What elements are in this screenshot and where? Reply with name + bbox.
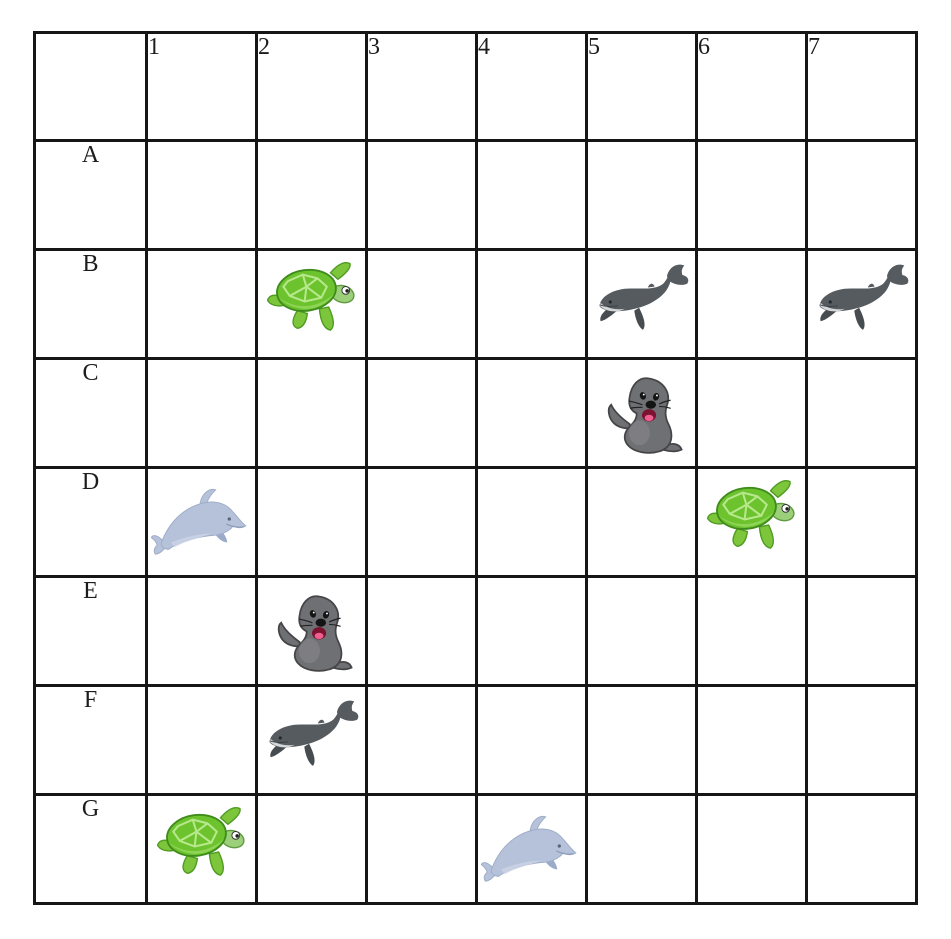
grid-cell-E7 [805,575,918,687]
grid-cell-B4 [475,248,588,360]
grid-cell-B6 [695,248,808,360]
grid-cell-C3 [365,357,478,469]
grid-cell-A6 [695,139,808,251]
grid-cell-G3 [365,793,478,905]
turtle-image [155,803,249,877]
whale-image [812,261,912,341]
grid-cell-D6 [695,466,808,578]
dolphin-image [151,483,253,559]
column-header-2: 2 [255,31,368,142]
grid-cell-F4 [475,684,588,796]
column-header-4: 4 [475,31,588,142]
grid-cell-F2 [255,684,368,796]
column-header-1: 1 [145,31,258,142]
column-header-6: 6 [695,31,808,142]
row-header-E: E [33,575,148,687]
grid-cell-C6 [695,357,808,469]
column-header-7: 7 [805,31,918,142]
row-header-D: D [33,466,148,578]
grid-cell-C2 [255,357,368,469]
grid-cell-B2 [255,248,368,360]
grid-cell-C7 [805,357,918,469]
grid-cell-D1 [145,466,258,578]
row-header-G: G [33,793,148,905]
column-header-5: 5 [585,31,698,142]
dolphin-image [481,810,583,886]
grid-cell-D7 [805,466,918,578]
whale-image [262,697,362,777]
grid-cell-C4 [475,357,588,469]
grid-cell-G2 [255,793,368,905]
grid-cell-F5 [585,684,698,796]
grid-cell-E2 [255,575,368,687]
grid-cell-A2 [255,139,368,251]
grid-cell-C5 [585,357,698,469]
column-header-3: 3 [365,31,478,142]
grid-cell-B5 [585,248,698,360]
row-header-F: F [33,684,148,796]
grid-cell-E3 [365,575,478,687]
grid-cell-D3 [365,466,478,578]
grid-cell-F1 [145,684,258,796]
grid-cell-D4 [475,466,588,578]
row-header-A: A [33,139,148,251]
grid-cell-G5 [585,793,698,905]
grid-cell-A7 [805,139,918,251]
grid-cell-A5 [585,139,698,251]
grid-cell-A4 [475,139,588,251]
corner-cell [33,31,148,142]
row-header-C: C [33,357,148,469]
grid-cell-E5 [585,575,698,687]
grid-cell-E6 [695,575,808,687]
grid-cell-D5 [585,466,698,578]
grid-cell-D2 [255,466,368,578]
grid-cell-A1 [145,139,258,251]
grid-cell-B7 [805,248,918,360]
grid-cell-A3 [365,139,478,251]
turtle-image [265,258,359,332]
grid-cell-B1 [145,248,258,360]
row-header-B: B [33,248,148,360]
grid-cell-F6 [695,684,808,796]
seal-image [268,589,356,681]
grid-cell-F3 [365,684,478,796]
grid-cell-F7 [805,684,918,796]
grid-cell-B3 [365,248,478,360]
grid-cell-G1 [145,793,258,905]
grid-cell-G7 [805,793,918,905]
grid-cell-G4 [475,793,588,905]
seal-image [598,371,686,463]
grid-cell-C1 [145,357,258,469]
grid-cell-E4 [475,575,588,687]
whale-image [592,261,692,341]
grid-cell-E1 [145,575,258,687]
grid-cell-G6 [695,793,808,905]
turtle-image [705,476,799,550]
